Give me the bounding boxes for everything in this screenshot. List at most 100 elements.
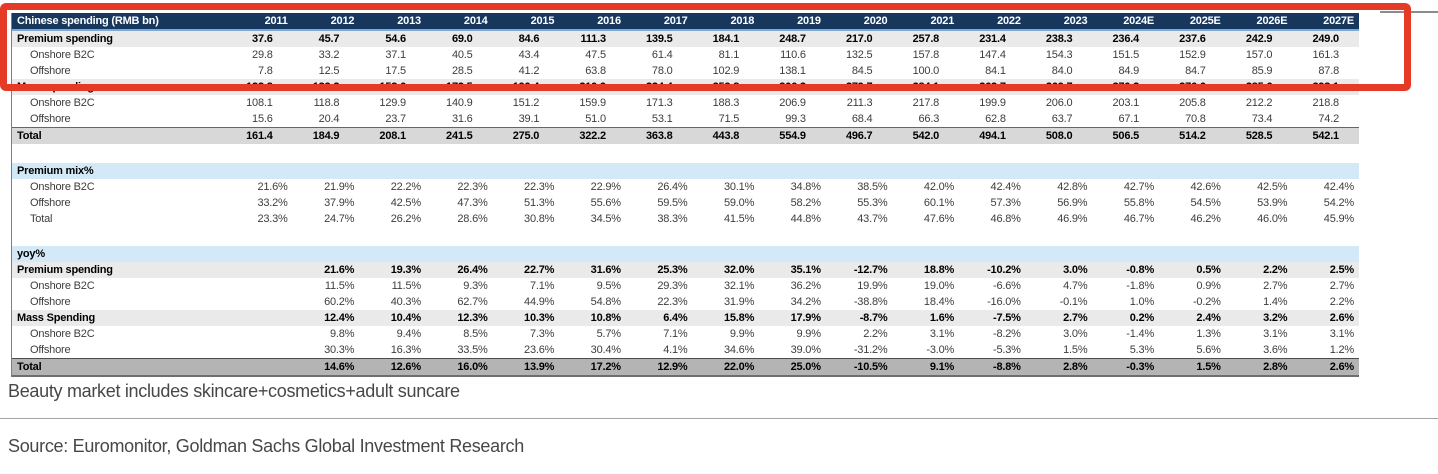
value-cell: 59.5% [657,197,688,209]
value-cell: 12.3% [457,312,488,324]
value-cell: 132.5 [845,49,873,61]
value-cell: 443.8 [712,130,740,142]
value-cell: 238.3 [1045,33,1073,45]
value-cell: -0.1% [1059,296,1088,308]
value-cell: 46.2% [1190,213,1221,225]
value-cell: 12.6% [390,361,421,373]
value-cell: 275.0 [512,130,540,142]
value-cell: 217.8 [912,97,940,109]
value-cell: 5.3% [1129,344,1155,356]
year-column-header: 2025E [1189,15,1221,27]
value-cell: 34.5% [590,213,621,225]
value-cell: 61.4 [651,49,673,61]
value-cell: 84.9 [1118,65,1140,77]
year-column-header: 2022 [997,15,1021,27]
value-cell: 4.1% [663,344,688,356]
value-cell: 33.2% [257,197,288,209]
value-cell: 43.7% [857,213,888,225]
value-cell: 53.9% [1257,197,1288,209]
value-cell: 159.9 [579,97,606,109]
value-cell: 59.0% [723,197,755,209]
value-cell: 63.7 [1051,113,1073,125]
year-column-header: 2016 [597,15,621,27]
value-cell: 42.5% [390,197,421,209]
value-cell: 12.4% [324,312,355,324]
value-cell: 2.4% [1196,312,1221,324]
row-label: Onshore B2C [30,49,95,61]
value-cell: 42.7% [1123,181,1155,193]
value-cell: 55.8% [1123,197,1155,209]
value-cell: 10.8% [590,312,621,324]
value-cell: 84.5 [851,65,873,77]
source-text: Source: Euromonitor, Goldman Sachs Globa… [8,436,524,456]
value-cell: 44.9% [524,296,555,308]
row-label: Premium spending [17,33,113,45]
value-cell: 8.5% [463,328,488,340]
value-cell: 38.3% [657,213,688,225]
value-cell: 33.5% [457,344,488,356]
value-cell: 9.9% [796,328,821,340]
value-cell: 54.8% [590,296,621,308]
value-cell: 6.4% [663,312,688,324]
value-cell [226,310,293,326]
value-cell: 85.9 [1251,65,1273,77]
value-cell: 184.1 [712,33,740,45]
table-row: Premium mix% [12,163,1359,179]
highlight-box [0,3,1411,91]
value-cell: 184.9 [312,130,340,142]
spacer-row [12,144,1359,163]
value-cell: 26.4% [657,181,688,193]
year-column-header: 2018 [730,15,755,27]
value-cell: 9.4% [396,328,421,340]
value-cell: 42.5% [1257,181,1288,193]
value-cell: -16.0% [987,296,1021,308]
value-cell: 31.9% [723,296,755,308]
value-cell: 140.9 [446,97,473,109]
value-cell: 10.4% [390,312,421,324]
value-cell: 0.2% [1129,312,1155,324]
value-cell: 494.1 [979,130,1006,142]
value-cell: 249.0 [1312,33,1339,45]
value-cell: 22.3% [657,296,688,308]
year-column-header: 2017 [663,15,688,27]
value-cell: 25.0% [790,361,821,373]
value-cell: 9.3% [463,280,488,292]
value-cell: 35.1% [790,264,821,276]
value-cell: 11.5% [324,280,355,292]
value-cell: 28.6% [457,213,488,225]
year-column-header: 2024E [1123,15,1155,27]
year-column-header: 2014 [463,15,488,27]
value-cell: 1.5% [1063,344,1088,356]
value-cell [226,278,293,294]
value-cell: 111.3 [580,33,607,45]
value-cell: 71.5 [718,113,740,125]
value-cell: 208.1 [379,130,406,142]
value-cell: 17.9% [790,312,821,324]
value-cell: 508.0 [1045,130,1073,142]
table-header-row: Chinese spending (RMB bn) 2011 2012 2013 201… [12,13,1359,31]
year-column-header: 2023 [1063,15,1088,27]
value-cell: -8.7% [859,312,888,324]
value-cell: 40.5 [451,49,473,61]
value-cell: 7.1% [663,328,688,340]
value-cell: 2.7% [1329,280,1354,292]
value-cell: 102.9 [712,65,740,77]
value-cell: 236.4 [1112,33,1140,45]
value-cell: 2.7% [1063,312,1088,324]
value-cell: 31.6% [590,264,621,276]
value-cell: 2.8% [1263,361,1288,373]
value-cell: 58.2% [790,197,821,209]
value-cell: 322.2 [579,130,606,142]
value-cell: 39.0% [790,344,821,356]
value-cell: 138.1 [779,65,806,77]
value-cell: 1.2% [1329,344,1354,356]
year-column-header: 2012 [330,15,355,27]
value-cell: 1.0% [1129,296,1155,308]
value-cell: 40.3% [390,296,421,308]
value-cell: 206.0 [1045,97,1073,109]
value-cell: -0.8% [1126,264,1155,276]
value-cell: 17.5 [385,65,406,77]
footnote-text: Beauty market includes skincare+cosmetic… [8,381,460,401]
row-label: Offshore [30,197,71,209]
value-cell: -7.5% [993,312,1021,324]
